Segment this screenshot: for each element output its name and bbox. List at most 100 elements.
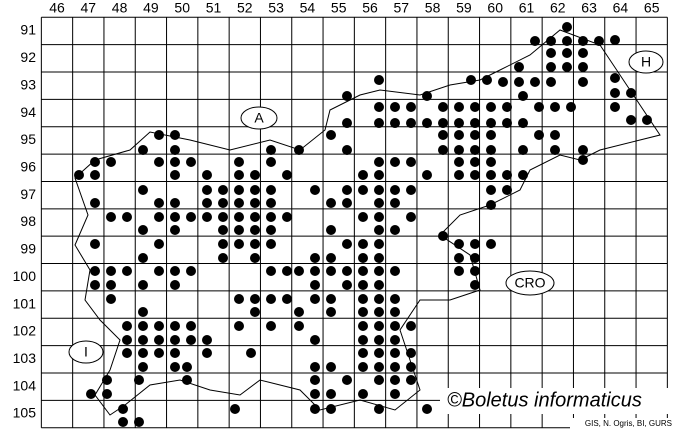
occurrence-dot: [310, 335, 320, 345]
row-label-background: [4, 159, 38, 176]
occurrence-dot: [406, 185, 416, 195]
occurrence-dot: [106, 212, 116, 222]
occurrence-dot: [218, 239, 228, 249]
row-label: 95: [20, 131, 36, 147]
occurrence-dot: [482, 75, 492, 85]
occurrence-dot: [170, 130, 180, 140]
occurrence-dot: [390, 335, 400, 345]
region-label: A: [254, 110, 264, 126]
occurrence-dot: [170, 348, 180, 358]
occurrence-dot: [138, 253, 148, 263]
occurrence-dot: [470, 118, 480, 128]
occurrence-dot: [342, 145, 352, 155]
occurrence-dot: [578, 77, 588, 87]
occurrence-dot: [438, 231, 448, 241]
occurrence-dot: [422, 91, 432, 101]
row-label: 94: [20, 104, 36, 120]
occurrence-dot: [326, 294, 336, 304]
occurrence-dot: [374, 321, 384, 331]
region-ellipse: [505, 270, 555, 296]
occurrence-dot: [534, 102, 544, 112]
occurrence-dot: [266, 239, 276, 249]
occurrence-dot: [374, 239, 384, 249]
occurrence-dot: [374, 307, 384, 317]
occurrence-dot: [406, 348, 416, 358]
occurrence-dot: [454, 253, 464, 263]
column-label: 50: [174, 0, 190, 16]
source-background: [570, 418, 676, 430]
occurrence-dot: [454, 130, 464, 140]
row-label-background: [4, 105, 38, 122]
occurrence-dot: [390, 102, 400, 112]
occurrence-dot: [266, 157, 276, 167]
occurrence-dot: [374, 348, 384, 358]
occurrence-dot: [154, 212, 164, 222]
occurrence-dot: [486, 239, 496, 249]
occurrence-dot: [310, 253, 320, 263]
occurrence-dot: [106, 280, 116, 290]
occurrence-dot: [294, 321, 304, 331]
occurrence-dot: [358, 389, 368, 399]
occurrence-dot: [310, 294, 320, 304]
occurrence-dot: [390, 118, 400, 128]
occurrence-dot: [138, 280, 148, 290]
occurrence-dot: [310, 280, 320, 290]
occurrence-dot: [310, 185, 320, 195]
occurrence-dot: [358, 307, 368, 317]
occurrence-dot: [138, 335, 148, 345]
occurrence-dot: [90, 266, 100, 276]
occurrence-dot: [546, 48, 556, 58]
occurrence-dot: [294, 266, 304, 276]
occurrence-dot: [610, 73, 620, 83]
occurrence-dot: [374, 362, 384, 372]
occurrence-dot: [358, 321, 368, 331]
occurrence-dot: [250, 198, 260, 208]
occurrence-dot: [90, 170, 100, 180]
occurrence-dot: [374, 185, 384, 195]
occurrence-dot: [358, 294, 368, 304]
occurrence-dot: [470, 102, 480, 112]
occurrence-dot: [266, 198, 276, 208]
row-label-background: [4, 351, 38, 368]
occurrence-dot: [486, 185, 496, 195]
occurrence-dot: [502, 170, 512, 180]
occurrence-dot: [250, 212, 260, 222]
occurrence-dot: [578, 36, 588, 46]
occurrence-dot: [138, 321, 148, 331]
occurrence-dot: [390, 375, 400, 385]
occurrence-dot: [250, 239, 260, 249]
occurrence-dot: [154, 321, 164, 331]
region-ellipse: [240, 106, 278, 130]
occurrence-dot: [90, 198, 100, 208]
region-label-h: H: [628, 50, 664, 74]
occurrence-dot: [170, 321, 180, 331]
occurrence-dot: [234, 157, 244, 167]
occurrence-dot: [282, 266, 292, 276]
row-label-background: [4, 187, 38, 204]
occurrence-dot: [106, 294, 116, 304]
occurrence-dots: [74, 22, 652, 427]
occurrence-dot: [422, 404, 432, 414]
occurrence-dot: [170, 145, 180, 155]
occurrence-dot: [390, 389, 400, 399]
occurrence-dot: [138, 145, 148, 155]
occurrence-dot: [342, 185, 352, 195]
occurrence-dot: [138, 225, 148, 235]
row-label: 101: [13, 295, 37, 311]
occurrence-dot: [294, 307, 304, 317]
occurrence-dot: [486, 157, 496, 167]
occurrence-dot: [342, 91, 352, 101]
occurrence-dot: [454, 102, 464, 112]
occurrence-dot: [170, 170, 180, 180]
occurrence-dot: [502, 185, 512, 195]
occurrence-dot: [282, 212, 292, 222]
occurrence-dot: [578, 48, 588, 58]
occurrence-dot: [234, 185, 244, 195]
occurrence-dot: [486, 130, 496, 140]
occurrence-dot: [310, 266, 320, 276]
credit-background: [440, 388, 672, 414]
occurrence-dot: [406, 102, 416, 112]
occurrence-dot: [154, 239, 164, 249]
occurrence-dot: [610, 102, 620, 112]
